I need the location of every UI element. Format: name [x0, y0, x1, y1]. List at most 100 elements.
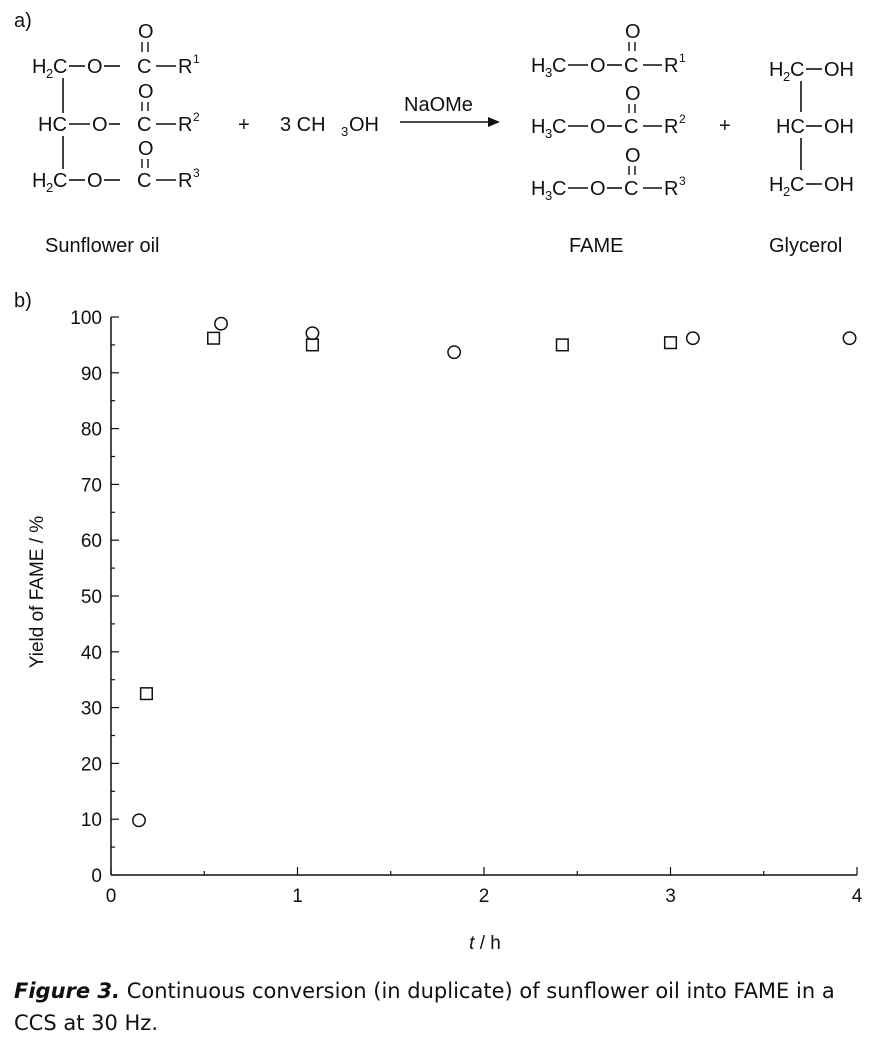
r-group: R: [664, 116, 678, 138]
ch-group: HC: [38, 114, 67, 136]
arrow-head: [488, 117, 500, 127]
methyl-h: H: [531, 116, 545, 138]
methyl-c: C: [552, 116, 566, 138]
ch2-c: C: [790, 59, 804, 81]
r-sup: 1: [193, 52, 200, 66]
carbonyl-carbon: C: [137, 170, 151, 192]
carbonyl-oxygen: O: [138, 138, 154, 160]
ch2-sub: 2: [46, 180, 53, 195]
ester-oxygen: O: [92, 114, 108, 136]
ester-oxygen: O: [590, 178, 606, 200]
chart-axes: [110, 316, 858, 876]
reaction-scheme: H 2 C O O C R 1 HC O O C R 2 H 2 C O O: [32, 21, 854, 257]
circle-data-point: [132, 813, 146, 828]
ch2-h: H: [769, 59, 783, 81]
circle-data-point: [447, 345, 462, 360]
carbonyl-carbon: C: [137, 56, 151, 78]
x-tick-label: 2: [479, 886, 490, 907]
square-data-point: [555, 338, 569, 352]
y-tick-label: 80: [81, 420, 102, 441]
product1-name: FAME: [569, 235, 623, 257]
r-sup: 2: [193, 110, 200, 124]
ch2-sub: 2: [783, 69, 790, 84]
reagent-sub: 3: [341, 124, 348, 139]
figure-caption: Figure 3. Continuous conversion (in dupl…: [14, 975, 864, 1039]
catalyst-label: NaOMe: [404, 94, 473, 116]
carbonyl-oxygen: O: [138, 21, 154, 43]
r-group: R: [664, 55, 678, 77]
circle-data-point: [685, 331, 700, 346]
y-tick-label: 0: [91, 866, 102, 887]
carbonyl-carbon: C: [624, 116, 638, 138]
carbonyl-oxygen: O: [138, 81, 154, 103]
ch2-h: H: [769, 174, 783, 196]
y-tick-label: 30: [81, 699, 102, 720]
panel-b-label: b): [14, 290, 32, 312]
square-data-point: [663, 336, 678, 350]
plus-sign: +: [719, 115, 731, 137]
x-axis-label-var: t: [469, 933, 475, 954]
y-tick-label: 20: [81, 754, 102, 775]
ester-oxygen: O: [590, 116, 606, 138]
x-tick-label: 0: [106, 886, 117, 907]
r-sup: 2: [679, 112, 686, 126]
product2-name: Glycerol: [769, 235, 842, 257]
y-tick-label: 70: [81, 475, 102, 496]
circle-data-point: [214, 316, 228, 331]
circle-data-point: [305, 326, 320, 341]
reagent-tail: OH: [349, 114, 379, 136]
hydroxyl: OH: [824, 116, 854, 138]
y-axis-label: Yield of FAME / %: [27, 516, 48, 669]
circle-data-point: [842, 331, 857, 346]
ch2-sub: 2: [783, 184, 790, 199]
carbonyl-carbon: C: [624, 55, 638, 77]
hydroxyl: OH: [824, 174, 854, 196]
ester-oxygen: O: [590, 55, 606, 77]
triglyceride-structure: H 2 C O O C R 1 HC O O C R 2 H 2 C O O: [32, 21, 200, 195]
square-data-point: [305, 338, 319, 352]
methyl-c: C: [552, 178, 566, 200]
x-axis-label-unit: / h: [474, 933, 500, 954]
ch-group: HC: [776, 116, 805, 138]
caption-text: Continuous conversion (in duplicate) of …: [14, 979, 835, 1035]
data-points: [132, 316, 857, 828]
carbonyl-oxygen: O: [625, 83, 641, 105]
ch2-c: C: [790, 174, 804, 196]
methanol-reagent: 3 CH 3 OH: [280, 114, 379, 139]
r-sup: 1: [679, 51, 686, 65]
ester-oxygen: O: [87, 56, 103, 78]
ch2-h: H: [32, 170, 46, 192]
ch2-sub: 2: [46, 66, 53, 81]
x-axis-label: t / h: [469, 933, 501, 954]
y-tick-label: 40: [81, 643, 102, 664]
x-tick-label: 3: [665, 886, 676, 907]
y-tick-label: 50: [81, 587, 102, 608]
y-tick-label: 10: [81, 810, 102, 831]
r-group: R: [178, 170, 192, 192]
plus-sign: +: [238, 114, 250, 136]
methyl-h: H: [531, 55, 545, 77]
reagent-coeff: 3 CH: [280, 114, 326, 136]
yield-scatter-chart: 0 10 20 30 40 50 60 70 80 90 100 0 1 2 3 4 Yield of FA…: [27, 308, 863, 954]
ch2-c: C: [53, 170, 67, 192]
y-tick-label: 60: [81, 531, 102, 552]
hydroxyl: OH: [824, 59, 854, 81]
r-sup: 3: [193, 166, 200, 180]
square-data-point: [207, 331, 221, 345]
methyl-sub: 3: [545, 65, 552, 80]
ch2-c: C: [53, 56, 67, 78]
ester-oxygen: O: [87, 170, 103, 192]
reactant-name: Sunflower oil: [45, 235, 160, 257]
square-data-point: [139, 687, 153, 701]
methyl-c: C: [552, 55, 566, 77]
panel-a-label: a): [14, 10, 32, 32]
x-tick-label: 1: [292, 886, 303, 907]
ch2-h: H: [32, 56, 46, 78]
y-tick-label: 90: [81, 364, 102, 385]
y-tick-label: 100: [70, 308, 102, 329]
methyl-sub: 3: [545, 126, 552, 141]
r-group: R: [664, 178, 678, 200]
fame-structure: H 3 C O O C R 1 H 3 C O O C R 2 H 3 C O …: [531, 21, 686, 203]
r-sup: 3: [679, 174, 686, 188]
x-tick-labels: 0 1 2 3 4: [106, 886, 863, 907]
